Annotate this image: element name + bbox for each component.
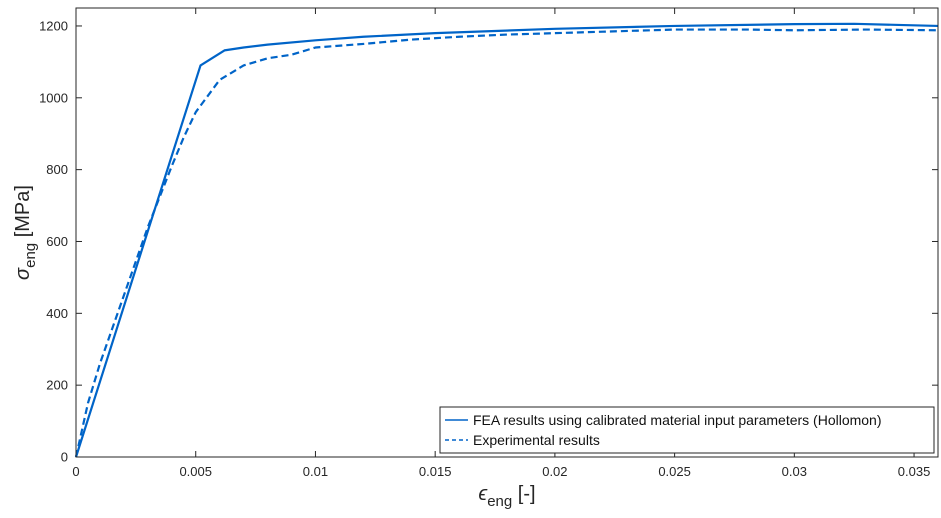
- y-axis-label: σeng [MPa]: [12, 185, 39, 280]
- x-tick-label: 0.005: [179, 464, 212, 479]
- ticks-layer: 0 0.005 0.01 0.015 0.02 0.025 0.03 0.035 0 200 400…: [39, 8, 938, 479]
- fea-series-line: [74, 22, 939, 458]
- y-tick-label: 600: [46, 234, 68, 249]
- y-tick-label: 400: [46, 306, 68, 321]
- x-tick-label: 0: [72, 464, 79, 479]
- y-tick-label: 1000: [39, 90, 68, 105]
- x-tick-label: 0.01: [303, 464, 328, 479]
- y-tick-label: 1200: [39, 18, 68, 33]
- axis-label-unit: [-]: [512, 483, 535, 505]
- legend-entry-label: FEA results using calibrated material in…: [473, 412, 882, 428]
- legend-entry-label: Experimental results: [473, 432, 600, 448]
- legend-box: [439, 406, 935, 454]
- experimental-series-line: [74, 28, 939, 458]
- x-tick-label: 0.025: [658, 464, 691, 479]
- x-tick-label: 0.015: [419, 464, 452, 479]
- axis-label-subscript: eng: [22, 243, 39, 268]
- axis-label-unit: [MPa]: [12, 185, 34, 243]
- x-tick-label: 0.035: [898, 464, 931, 479]
- x-tick-label: 0.02: [542, 464, 567, 479]
- axis-label-symbol: σ: [12, 267, 34, 280]
- y-tick-label: 200: [46, 378, 68, 393]
- x-tick-label: 0.03: [782, 464, 807, 479]
- series-layer: [74, 22, 939, 458]
- legend: FEA results using calibrated material in…: [439, 406, 935, 454]
- y-tick-label: 0: [61, 450, 68, 465]
- y-tick-label: 800: [46, 162, 68, 177]
- plot-area-box: [75, 7, 939, 458]
- x-axis-label: ϵeng [-]: [478, 483, 535, 510]
- axis-label-subscript: eng: [487, 493, 512, 510]
- axis-label-symbol: ϵ: [478, 483, 488, 505]
